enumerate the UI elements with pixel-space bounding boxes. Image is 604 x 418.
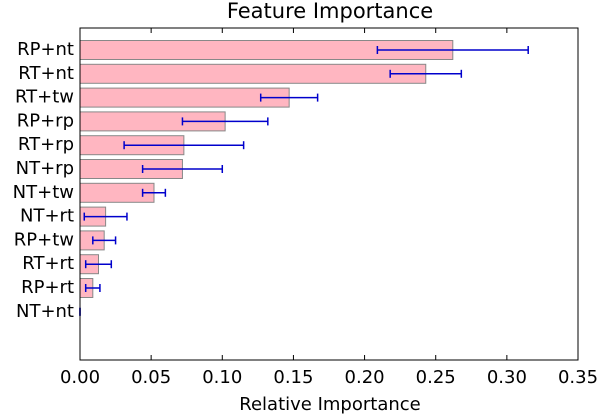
y-tick-label: RP+rp (17, 110, 74, 131)
bar (79, 87, 290, 108)
y-tick-label: RT+nt (18, 63, 74, 84)
x-tick-label: 0.20 (345, 367, 385, 388)
y-tick-label: RP+rt (21, 277, 74, 298)
y-tick-label: NT+rt (20, 206, 74, 227)
y-tick-label: RT+rp (18, 134, 74, 155)
y-tick-label: NT+rp (16, 158, 74, 179)
x-tick-label: 0.35 (558, 367, 598, 388)
y-tick-label: NT+nt (16, 301, 74, 322)
x-tick-label: 0.25 (416, 367, 456, 388)
x-tick-label: 0.15 (273, 367, 313, 388)
x-tick-label: 0.00 (60, 367, 100, 388)
y-tick-label: NT+tw (13, 182, 74, 203)
y-tick-label: RP+nt (17, 39, 74, 60)
x-tick-label: 0.30 (487, 367, 527, 388)
x-axis-label: Relative Importance (239, 394, 420, 415)
y-tick-label: RT+tw (15, 87, 74, 108)
plot-frame (79, 27, 579, 361)
bar (79, 63, 427, 84)
chart-title: Feature Importance (227, 0, 433, 23)
x-tick-label: 0.10 (202, 367, 242, 388)
y-tick-label: RP+tw (14, 229, 74, 250)
y-tick-label: RT+rt (22, 253, 74, 274)
x-tick-label: 0.05 (131, 367, 171, 388)
